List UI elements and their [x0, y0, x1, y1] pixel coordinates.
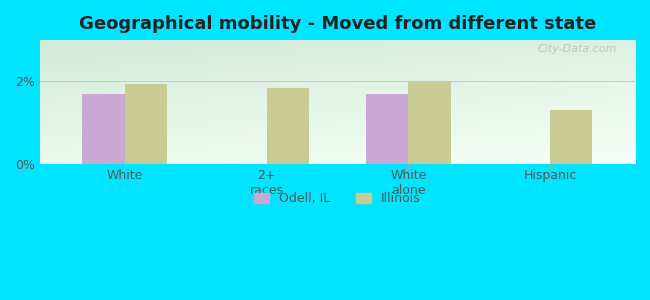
Bar: [408, 82, 451, 164]
Bar: [366, 94, 408, 164]
Bar: [83, 94, 125, 164]
Bar: [550, 110, 593, 164]
Bar: [125, 84, 168, 164]
Bar: [266, 88, 309, 164]
Text: City-Data.com: City-Data.com: [538, 44, 617, 54]
Title: Geographical mobility - Moved from different state: Geographical mobility - Moved from diffe…: [79, 15, 596, 33]
Legend: Odell, IL, Illinois: Odell, IL, Illinois: [250, 187, 425, 210]
